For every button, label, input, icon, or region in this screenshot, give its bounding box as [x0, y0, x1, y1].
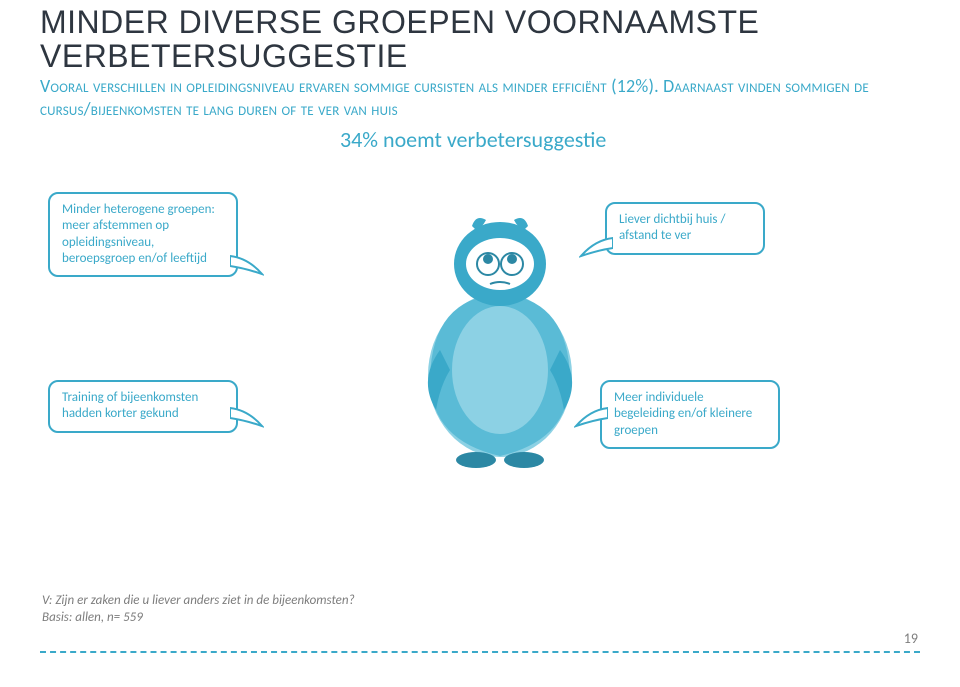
body-area: 34% noemt verbetersuggestie Minder heter…	[40, 120, 920, 550]
bubble-bottom-left-text: Training of bijeenkomsten hadden korter …	[62, 390, 198, 421]
bubble-bottom-left: Training of bijeenkomsten hadden korter …	[48, 380, 238, 433]
slide-page: MINDER DIVERSE GROEPEN VOORNAAMSTE VERBE…	[0, 0, 960, 687]
page-number: 19	[904, 630, 918, 647]
footnote-question: V: Zijn er zaken die u liever anders zie…	[42, 593, 355, 610]
title-line1: MINDER DIVERSE GROEPEN VOORNAAMSTE	[40, 4, 759, 40]
page-title: MINDER DIVERSE GROEPEN VOORNAAMSTE VERBE…	[40, 6, 920, 73]
bubble-bottom-right-text: Meer individuele begeleiding en/of klein…	[614, 390, 752, 438]
page-subtitle: Vooral verschillen in opleidingsniveau e…	[40, 75, 920, 120]
mascot-character-icon	[410, 210, 590, 475]
bubble-top-right-text: Liever dichtbij huis / afstand te ver	[619, 212, 725, 243]
bubble-top-right: Liever dichtbij huis / afstand te ver	[605, 202, 765, 255]
bubble-top-left: Minder heterogene groepen: meer afstemme…	[48, 192, 238, 277]
bubble-bottom-right: Meer individuele begeleiding en/of klein…	[600, 380, 780, 449]
stat-rest: noemt verbetersuggestie	[383, 126, 606, 153]
footnote-basis: Basis: allen, n= 559	[42, 610, 355, 627]
title-line2: VERBETERSUGGESTIE	[40, 38, 408, 74]
bubble-tail-icon	[230, 404, 264, 428]
stat-percent: 34%	[340, 126, 378, 153]
stat-line: 34% noemt verbetersuggestie	[340, 126, 606, 153]
bottom-divider	[40, 651, 920, 653]
bubble-top-left-text: Minder heterogene groepen: meer afstemme…	[62, 202, 215, 266]
bubble-tail-icon	[230, 252, 264, 276]
title-block: MINDER DIVERSE GROEPEN VOORNAAMSTE VERBE…	[40, 0, 920, 120]
footnote: V: Zijn er zaken die u liever anders zie…	[42, 593, 355, 627]
